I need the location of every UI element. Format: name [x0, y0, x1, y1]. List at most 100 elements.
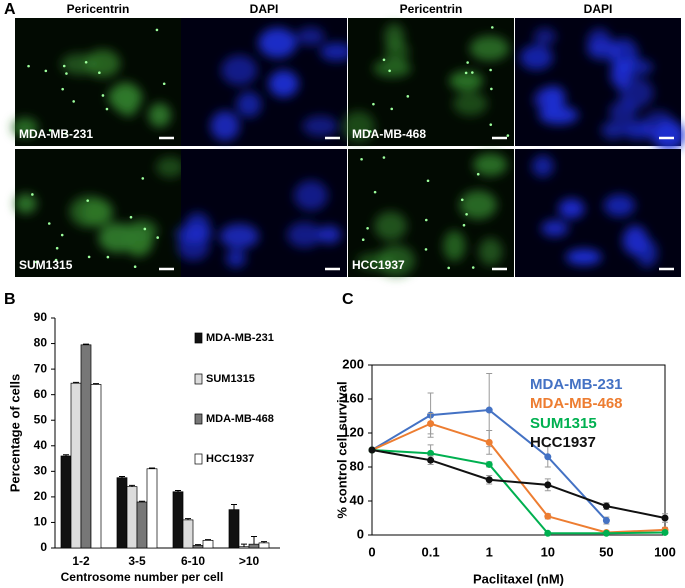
centrosome — [162, 82, 166, 86]
cell — [587, 28, 612, 55]
x-tick-label: 0.1 — [422, 544, 440, 559]
error-bar — [149, 467, 155, 469]
point — [602, 517, 610, 525]
y-axis-label: % control cell survival — [334, 381, 349, 518]
cell — [619, 77, 654, 109]
point — [661, 528, 669, 536]
cell — [601, 121, 626, 140]
centrosome — [101, 94, 105, 97]
centrosome — [471, 266, 475, 269]
legend-label: SUM1315 — [530, 415, 597, 432]
point — [427, 420, 435, 428]
error-bar — [205, 539, 211, 541]
error-bar — [195, 544, 201, 546]
legend-swatch — [194, 453, 203, 465]
centrosome — [490, 87, 493, 91]
centrosome — [34, 260, 38, 264]
error-bar — [175, 490, 181, 492]
bar — [238, 546, 250, 549]
cell — [294, 180, 328, 211]
point — [544, 453, 552, 461]
x-axis-label: Paclitaxel (nM) — [473, 571, 564, 586]
centrosome — [466, 61, 469, 64]
cell — [98, 222, 137, 253]
cell — [565, 248, 602, 266]
point — [485, 438, 493, 446]
centrosome — [62, 64, 66, 68]
centrosome — [129, 215, 133, 219]
centrosome — [424, 248, 428, 251]
cell — [225, 249, 246, 268]
centrosome — [48, 128, 52, 132]
centrosome — [366, 226, 369, 230]
centrosome — [465, 212, 468, 216]
bar — [90, 384, 102, 549]
y-tick-label: 0 — [357, 526, 364, 541]
centrosome — [462, 223, 466, 227]
cell — [540, 220, 570, 237]
cell — [374, 211, 407, 241]
centrosome — [360, 157, 363, 161]
cell — [473, 153, 508, 176]
error-bar — [129, 484, 135, 487]
x-tick-label: 50 — [599, 544, 613, 559]
y-tick-label: 30 — [34, 464, 48, 478]
centrosome — [506, 134, 510, 137]
centrosome — [426, 179, 430, 183]
error-bar — [261, 541, 267, 543]
cell — [453, 91, 488, 116]
cell — [609, 100, 638, 123]
bar — [228, 509, 240, 549]
cell — [519, 45, 553, 70]
error-bar — [83, 343, 89, 345]
centrosome — [84, 60, 88, 64]
micrograph — [515, 18, 685, 151]
centrosome — [27, 64, 30, 68]
cell — [60, 53, 98, 75]
x-tick-label: 1-2 — [72, 554, 90, 568]
cell — [443, 230, 466, 262]
centrosome — [460, 198, 464, 202]
error-bar — [119, 475, 125, 478]
x-tick-label: 10 — [541, 544, 555, 559]
legend-label: HCC1937 — [206, 453, 254, 465]
error-bar — [185, 518, 191, 520]
cell — [14, 193, 37, 214]
centrosome — [373, 190, 377, 194]
y-tick-label: 200 — [342, 356, 364, 371]
bar — [182, 519, 194, 549]
cell — [210, 110, 240, 141]
y-tick-label: 120 — [342, 424, 364, 439]
cell — [449, 70, 484, 91]
cell — [641, 110, 676, 142]
cell — [459, 190, 497, 220]
centrosome — [447, 266, 450, 270]
legend-label: MDA-MB-468 — [206, 413, 274, 425]
centrosome — [133, 265, 137, 269]
centrosome — [155, 28, 159, 32]
cells — [12, 49, 171, 138]
error-bar — [63, 454, 69, 456]
x-tick-label: 3-5 — [128, 554, 146, 568]
centrosome — [65, 72, 68, 75]
cell — [296, 27, 325, 46]
point — [544, 481, 552, 489]
cell — [534, 87, 565, 113]
cell — [221, 55, 258, 86]
centrosome — [368, 130, 372, 133]
point — [661, 514, 669, 522]
cell — [258, 27, 297, 58]
centrosome — [54, 258, 58, 262]
centrosome — [489, 123, 493, 126]
point — [368, 446, 376, 454]
point — [485, 406, 493, 414]
centrosome — [86, 199, 90, 202]
cell — [538, 106, 579, 125]
column-header: DAPI — [584, 2, 613, 16]
cell — [185, 212, 210, 238]
cells — [519, 27, 685, 151]
centrosome — [60, 233, 64, 237]
centrosome — [471, 71, 474, 74]
y-tick-label: 10 — [34, 515, 48, 529]
